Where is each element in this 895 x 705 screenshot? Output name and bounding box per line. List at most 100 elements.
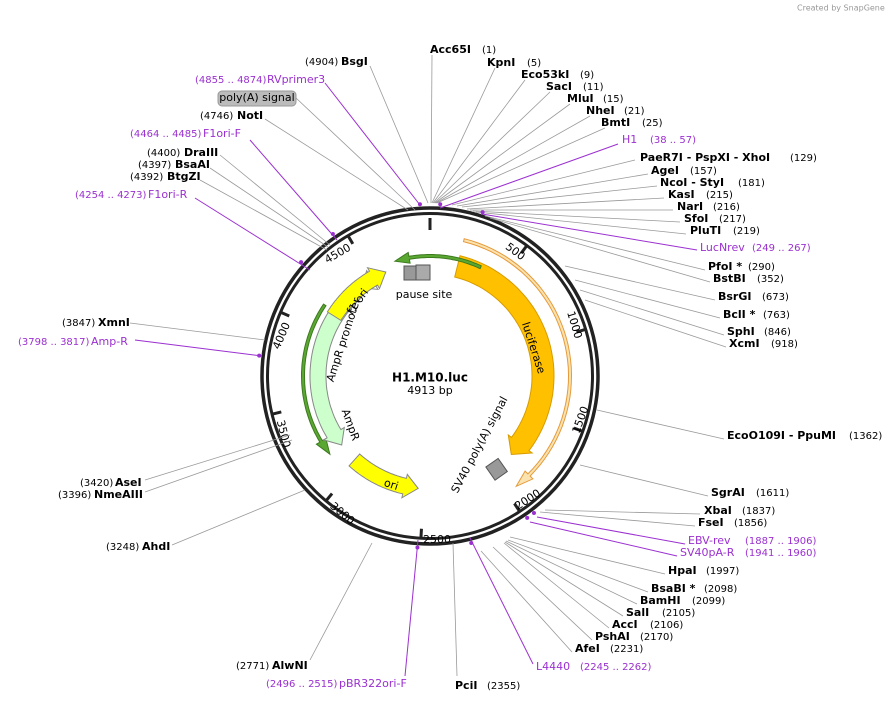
enzyme-position: (21) bbox=[624, 106, 645, 117]
enzyme-line bbox=[584, 299, 727, 348]
primer-name: L4440 bbox=[536, 660, 570, 673]
primer-site bbox=[299, 260, 304, 265]
enzyme-position: (11) bbox=[583, 82, 604, 93]
enzyme-name: XmnI bbox=[98, 316, 130, 329]
enzyme-name: EcoO109I - PpuMI bbox=[727, 429, 836, 442]
enzyme-position: (3248) bbox=[106, 542, 139, 553]
enzyme-position: (3420) bbox=[80, 478, 113, 489]
enzyme-position: (1997) bbox=[706, 566, 739, 577]
enzyme-line bbox=[435, 115, 591, 204]
enzyme-line bbox=[466, 197, 665, 210]
primer-site bbox=[531, 511, 536, 516]
enzyme-line bbox=[209, 167, 329, 248]
enzyme-position: (3396) bbox=[58, 490, 91, 501]
primer-name: RVprimer3 bbox=[267, 73, 325, 86]
enzyme-position: (217) bbox=[719, 214, 746, 225]
primer-line bbox=[529, 521, 678, 557]
enzyme-name: PshAI bbox=[595, 630, 630, 643]
enzyme-name: BclI * bbox=[723, 308, 756, 321]
feature-label: poly(A) signal bbox=[219, 91, 294, 104]
enzyme-line bbox=[509, 536, 666, 575]
enzyme-line bbox=[505, 540, 638, 605]
enzyme-name: AlwNI bbox=[272, 659, 308, 672]
enzyme-name: KpnI bbox=[487, 56, 515, 69]
enzyme-position: (2098) bbox=[704, 584, 737, 595]
luciferase-arrow bbox=[454, 255, 555, 456]
enzyme-line bbox=[309, 542, 373, 661]
enzyme-name: NotI bbox=[237, 109, 263, 122]
enzyme-name: AhdI bbox=[142, 540, 170, 553]
tick-mark bbox=[279, 310, 290, 318]
enzyme-position: (157) bbox=[690, 166, 717, 177]
enzyme-line bbox=[456, 173, 649, 207]
ori-arrow bbox=[348, 453, 419, 499]
primer-range: (38 .. 57) bbox=[650, 135, 696, 146]
enzyme-position: (4400) bbox=[147, 148, 180, 159]
plasmid-name: H1.M10.luc bbox=[392, 371, 468, 385]
primer-site bbox=[469, 540, 474, 545]
enzyme-position: (1837) bbox=[742, 506, 775, 517]
enzyme-name: BsgI bbox=[341, 55, 368, 68]
primer-site bbox=[330, 232, 335, 237]
enzyme-line bbox=[264, 118, 409, 211]
enzyme-line bbox=[475, 211, 687, 235]
enzyme-position: (2099) bbox=[692, 596, 725, 607]
credit: Created by SnapGene bbox=[797, 4, 885, 13]
enzyme-line bbox=[539, 511, 696, 527]
enzyme-name: AfeI bbox=[575, 642, 600, 655]
enzyme-name: HpaI bbox=[668, 564, 697, 577]
pause-site-box bbox=[403, 265, 417, 281]
enzyme-name: XbaI bbox=[704, 504, 732, 517]
primer-line bbox=[469, 537, 534, 665]
enzyme-line bbox=[369, 65, 429, 204]
primer-name: Amp-R bbox=[91, 335, 128, 348]
enzyme-line bbox=[219, 154, 331, 246]
enzyme-name: BstBI bbox=[713, 272, 746, 285]
primer-site bbox=[257, 353, 262, 358]
enzyme-position: (219) bbox=[733, 226, 760, 237]
enzyme-line bbox=[451, 159, 636, 206]
enzyme-line bbox=[432, 79, 526, 204]
sv40-box bbox=[485, 457, 509, 481]
enzyme-position: (129) bbox=[790, 153, 817, 164]
primer-line bbox=[439, 143, 619, 209]
primer-line bbox=[536, 516, 686, 545]
primer-range: (249 .. 267) bbox=[752, 243, 811, 254]
primer-range: (2496 .. 2515) bbox=[266, 679, 338, 690]
pause-arrow bbox=[393, 251, 482, 270]
primer-line bbox=[134, 339, 263, 357]
enzyme-position: (2105) bbox=[662, 608, 695, 619]
luciferase-outline-arrow bbox=[462, 238, 573, 488]
enzyme-line bbox=[171, 489, 306, 546]
primer-range: (4464 .. 4485) bbox=[130, 129, 202, 140]
primer-line bbox=[481, 213, 698, 251]
enzyme-line bbox=[430, 54, 433, 204]
enzyme-name: MluI bbox=[567, 92, 594, 105]
enzyme-name: NmeAIII bbox=[94, 488, 143, 501]
tick-mark bbox=[324, 492, 334, 503]
enzyme-name: Acc65I bbox=[430, 43, 471, 56]
enzyme-line bbox=[199, 179, 328, 251]
enzyme-name: BmtI bbox=[601, 116, 630, 129]
enzyme-position: (1) bbox=[482, 45, 496, 56]
leader-line bbox=[295, 97, 416, 211]
enzyme-line bbox=[480, 550, 573, 653]
enzyme-position: (2231) bbox=[610, 644, 643, 655]
primer-range: (3798 .. 3817) bbox=[18, 337, 90, 348]
enzyme-name: BsaBI * bbox=[651, 582, 696, 595]
primer-name: F1ori-F bbox=[203, 127, 241, 140]
tick-mark bbox=[573, 426, 584, 433]
ampr-arrow bbox=[309, 286, 362, 446]
enzyme-position: (2106) bbox=[650, 620, 683, 631]
enzyme-line bbox=[579, 464, 709, 497]
enzyme-name: AgeI bbox=[651, 164, 679, 177]
enzyme-name: KasI bbox=[668, 188, 695, 201]
enzyme-position: (2771) bbox=[236, 661, 269, 672]
primer-name: EBV-rev bbox=[688, 534, 731, 547]
enzyme-position: (4392) bbox=[130, 172, 163, 183]
primer-name: SV40pA-R bbox=[680, 546, 735, 559]
enzyme-name: SalI bbox=[626, 606, 649, 619]
enzyme-position: (215) bbox=[706, 190, 733, 201]
enzyme-name: FseI bbox=[698, 516, 724, 529]
backbone-outer bbox=[260, 206, 600, 546]
